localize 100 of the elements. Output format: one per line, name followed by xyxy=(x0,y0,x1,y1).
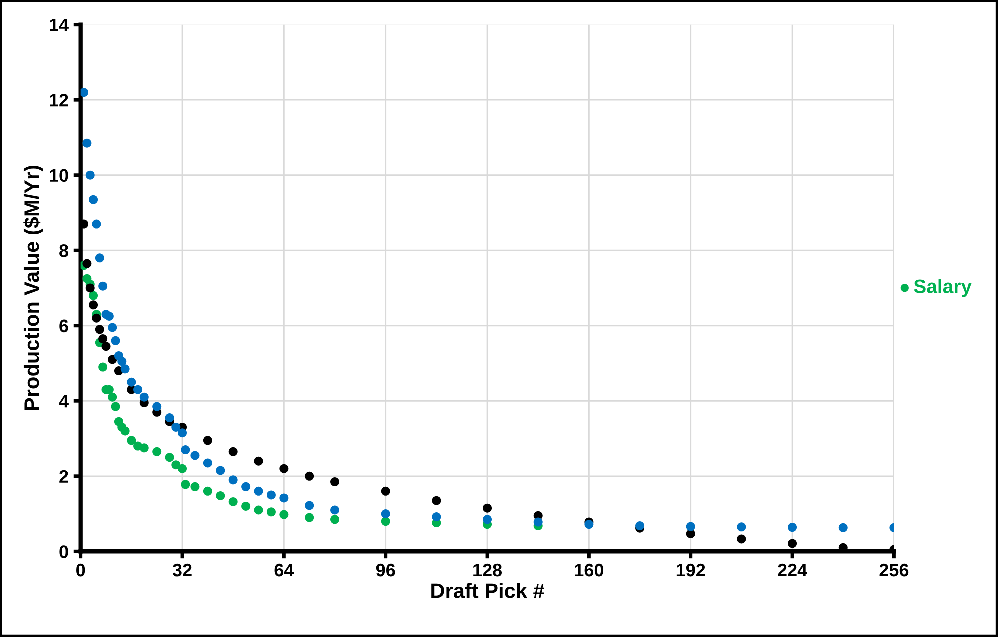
x-tick-label: 0 xyxy=(76,564,86,577)
point xyxy=(92,220,102,229)
point xyxy=(86,284,95,293)
point xyxy=(216,466,226,476)
x-tick-label: 32 xyxy=(172,564,192,577)
point xyxy=(228,447,238,456)
point xyxy=(89,300,98,310)
point xyxy=(203,436,212,446)
x-tick-label: 256 xyxy=(880,564,909,577)
point xyxy=(330,478,340,487)
point xyxy=(216,491,226,500)
point xyxy=(80,88,89,98)
x-tick-label: 96 xyxy=(376,564,396,577)
point xyxy=(305,472,314,481)
point xyxy=(172,460,181,470)
x-axis-title: Draft Pick # xyxy=(432,583,545,598)
point xyxy=(98,282,108,291)
point xyxy=(82,138,92,148)
point xyxy=(190,482,200,492)
point xyxy=(305,513,314,522)
point xyxy=(534,518,543,527)
point xyxy=(134,385,143,394)
point xyxy=(788,523,798,532)
point xyxy=(584,520,594,530)
y-tick-label: 14 xyxy=(50,18,69,32)
point xyxy=(120,364,130,374)
point xyxy=(242,502,251,511)
point xyxy=(111,336,120,346)
point xyxy=(95,254,104,263)
point xyxy=(181,446,190,455)
y-tick-label: 4 xyxy=(59,395,69,408)
point xyxy=(203,458,212,468)
point xyxy=(737,534,746,544)
point xyxy=(280,510,289,520)
y-tick-label: 0 xyxy=(60,546,68,558)
point xyxy=(172,422,181,432)
legend-label: Salary xyxy=(914,279,972,298)
point xyxy=(266,490,276,500)
point xyxy=(178,464,188,474)
point xyxy=(89,195,98,204)
y-tick-label: 2 xyxy=(60,470,68,483)
x-tick-label: 128 xyxy=(474,564,502,577)
point xyxy=(152,402,162,412)
point xyxy=(203,486,212,496)
x-tick-label: 160 xyxy=(575,564,604,577)
point xyxy=(686,522,696,532)
point xyxy=(120,426,130,436)
point xyxy=(127,378,136,387)
point xyxy=(108,392,118,402)
point xyxy=(381,517,390,526)
point xyxy=(432,512,442,522)
point xyxy=(266,508,276,517)
point xyxy=(98,362,108,372)
y-tick-label: 6 xyxy=(60,320,68,333)
point xyxy=(127,436,136,446)
point xyxy=(118,357,127,366)
y-tick-label: 8 xyxy=(60,244,68,258)
point xyxy=(254,456,264,466)
point xyxy=(86,170,95,180)
point xyxy=(111,402,120,412)
point xyxy=(95,325,104,334)
point xyxy=(483,504,492,513)
y-tick-label: 12 xyxy=(50,94,68,107)
x-tick-label: 192 xyxy=(676,564,706,577)
point xyxy=(305,501,314,510)
x-tick-label: 224 xyxy=(778,564,808,577)
point xyxy=(108,323,118,332)
point xyxy=(254,486,264,496)
point xyxy=(89,291,98,300)
point xyxy=(381,486,390,496)
point xyxy=(92,314,102,323)
point xyxy=(737,522,746,532)
point xyxy=(242,482,251,492)
point xyxy=(483,515,492,524)
point xyxy=(140,444,149,453)
point xyxy=(228,497,238,506)
point xyxy=(152,447,162,456)
point xyxy=(432,496,442,506)
point xyxy=(838,523,848,532)
point xyxy=(181,480,190,490)
point xyxy=(98,334,108,344)
point xyxy=(280,464,289,474)
point xyxy=(254,506,264,515)
y-tick-label: 10 xyxy=(50,169,68,182)
point xyxy=(165,453,174,462)
point xyxy=(165,414,174,423)
point xyxy=(82,259,92,268)
point xyxy=(330,515,340,524)
point xyxy=(190,451,200,460)
y-axis-title: Production Value ($M/Yr) xyxy=(24,166,44,410)
point xyxy=(102,342,111,352)
point xyxy=(330,506,340,515)
point xyxy=(104,312,114,321)
point xyxy=(788,539,798,548)
point xyxy=(140,392,149,402)
point xyxy=(280,494,289,503)
x-tick-label: 64 xyxy=(274,564,294,577)
point xyxy=(178,428,188,438)
point xyxy=(381,510,390,519)
point xyxy=(228,476,238,485)
